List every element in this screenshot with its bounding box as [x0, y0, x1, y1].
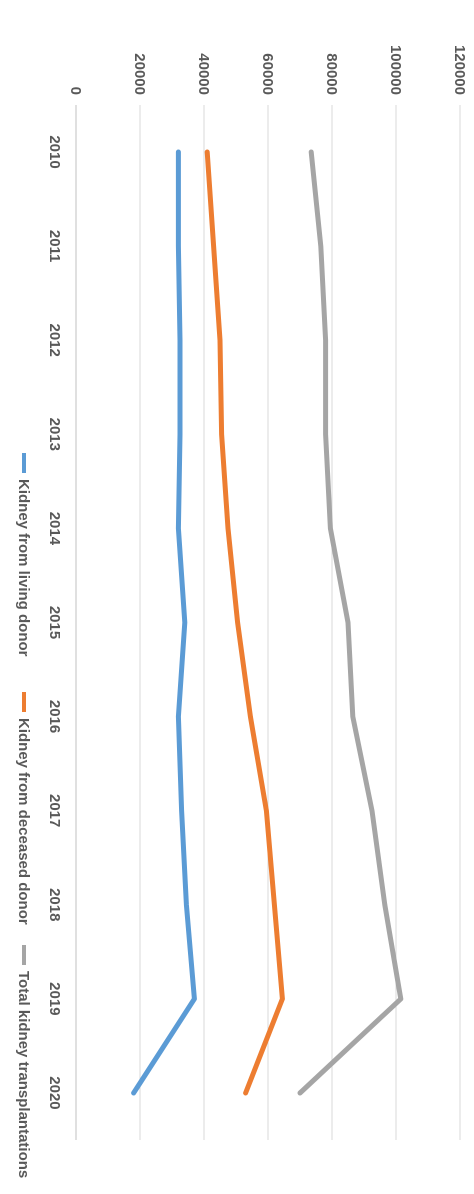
x-tick-label: 2020: [46, 1076, 63, 1109]
series-lines: [131, 149, 404, 1096]
x-axis-ticks: 2010 2011 2012 2013 2014 2015 2016 2017 2018 2019…: [46, 135, 63, 1109]
series-line-2: [204, 149, 285, 1096]
y-tick-label: 80000: [323, 53, 340, 95]
gridlines: [75, 105, 461, 1140]
legend: Kidney from living donor Kidney from dece…: [15, 453, 32, 1178]
y-tick-label: 40000: [195, 53, 212, 95]
legend-label-3: Total kidney transplantations: [15, 971, 32, 1178]
x-tick-label: 2016: [46, 700, 63, 733]
legend-label-2: Kidney from deceased donor: [15, 718, 32, 925]
series-line-1: [131, 149, 197, 1096]
x-tick-label: 2012: [46, 324, 63, 357]
x-tick-label: 2018: [46, 888, 63, 921]
legend-label-1: Kidney from living donor: [15, 479, 32, 657]
x-tick-label: 2015: [46, 606, 63, 639]
x-tick-label: 2010: [46, 135, 63, 168]
x-tick-label: 2019: [46, 982, 63, 1015]
y-tick-label: 0: [67, 87, 84, 95]
y-tick-label: 100000: [387, 45, 404, 95]
series-line-3: [297, 149, 404, 1096]
y-tick-label: 20000: [131, 53, 148, 95]
x-tick-label: 2017: [46, 794, 63, 827]
x-tick-label: 2014: [46, 512, 63, 546]
x-tick-label: 2013: [46, 418, 63, 451]
x-tick-label: 2011: [46, 230, 63, 263]
y-axis-ticks: 0 20000 40000 60000 80000 100000 120000: [67, 45, 468, 95]
y-tick-label: 60000: [259, 53, 276, 95]
y-tick-label: 120000: [451, 45, 468, 95]
